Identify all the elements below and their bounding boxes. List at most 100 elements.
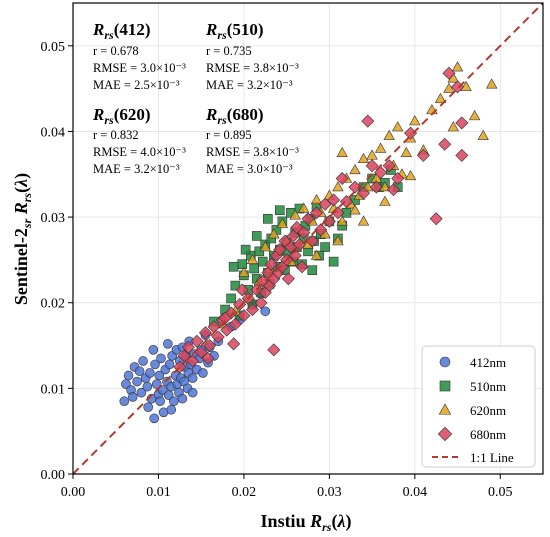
point-680nm — [288, 249, 302, 263]
y-tick-label: 0.02 — [41, 297, 66, 312]
point-620nm — [392, 121, 404, 132]
stats-620: Rrs(620) r = 0.832 RMSE = 4.0×10⁻³ MAE =… — [92, 105, 186, 176]
point-620nm — [310, 193, 323, 205]
point-412nm — [150, 359, 160, 370]
x-axis-title: Instiu Rrs(λ) — [261, 511, 352, 534]
point-680nm — [235, 283, 249, 297]
point-620nm — [336, 215, 348, 226]
point-680nm — [227, 337, 241, 351]
point-620nm — [259, 241, 271, 252]
point-680nm — [267, 343, 281, 357]
point-412nm — [156, 353, 166, 364]
axis-ticks: 0.00 0.01 0.02 0.03 0.04 0.05 0.00 0.01 0.02 0.03… — [41, 40, 513, 500]
point-620nm — [379, 195, 391, 206]
svg-text:r = 0.735: r = 0.735 — [206, 44, 252, 58]
point-510nm — [228, 261, 239, 272]
svg-text:r = 0.895: r = 0.895 — [206, 128, 252, 142]
svg-text:Rrs(510): Rrs(510) — [205, 20, 264, 42]
y-tick-label: 0.01 — [41, 382, 66, 397]
point-412nm — [149, 413, 159, 424]
point-680nm — [211, 330, 225, 344]
point-680nm — [318, 197, 332, 211]
point-412nm — [119, 396, 130, 407]
point-412nm — [151, 379, 162, 389]
legend-label: 412nm — [470, 355, 506, 370]
point-680nm — [190, 334, 204, 348]
stats-412: Rrs(412) r = 0.678 RMSE = 3.0×10⁻³ MAE =… — [92, 20, 186, 92]
svg-text:Rrs(412): Rrs(412) — [92, 20, 151, 42]
point-510nm — [320, 242, 330, 252]
legend-marker-412nm — [439, 356, 451, 368]
svg-text:MAE = 3.2×10⁻³: MAE = 3.2×10⁻³ — [93, 162, 180, 176]
legend-label: 510nm — [470, 379, 506, 394]
point-680nm — [357, 186, 371, 200]
point-620nm — [379, 181, 391, 192]
point-680nm — [386, 183, 400, 197]
svg-text:RMSE = 4.0×10⁻³: RMSE = 4.0×10⁻³ — [93, 145, 186, 159]
point-680nm — [455, 116, 469, 130]
point-412nm — [163, 339, 173, 349]
point-680nm — [322, 214, 336, 228]
svg-text:MAE = 3.0×10⁻³: MAE = 3.0×10⁻³ — [206, 162, 293, 176]
point-412nm — [177, 393, 188, 404]
svg-text:Rrs(620): Rrs(620) — [92, 105, 151, 127]
point-412nm — [164, 359, 175, 370]
legend-label: 1:1 Line — [470, 450, 514, 465]
point-412nm — [166, 404, 177, 415]
point-680nm — [237, 309, 251, 323]
point-510nm — [249, 263, 259, 274]
point-510nm — [263, 214, 273, 224]
point-680nm — [365, 159, 379, 173]
point-620nm — [238, 266, 250, 277]
point-680nm — [314, 223, 328, 237]
point-620nm — [246, 253, 259, 265]
point-620nm — [357, 152, 370, 163]
point-412nm — [123, 370, 134, 381]
point-620nm — [276, 217, 289, 229]
point-680nm — [361, 114, 375, 128]
legend-marker-510nm — [439, 380, 451, 392]
legend-box — [421, 345, 536, 468]
point-680nm — [339, 195, 353, 209]
point-620nm — [460, 80, 472, 92]
point-412nm — [187, 387, 198, 398]
svg-text:r = 0.678: r = 0.678 — [93, 44, 139, 58]
point-510nm — [237, 259, 247, 269]
point-680nm — [369, 180, 383, 194]
point-680nm — [245, 303, 259, 317]
stats-510: Rrs(510) r = 0.735 RMSE = 3.8×10⁻³ MAE =… — [205, 20, 299, 92]
y-tick-label: 0.03 — [41, 211, 66, 226]
point-412nm — [187, 373, 198, 383]
point-680nm — [335, 172, 349, 186]
point-680nm — [382, 159, 396, 173]
point-620nm — [404, 169, 417, 181]
point-620nm — [332, 181, 344, 192]
point-680nm — [224, 306, 238, 320]
x-tick-label: 0.01 — [146, 485, 171, 500]
point-620nm — [374, 142, 387, 153]
point-412nm — [198, 368, 208, 378]
point-412nm — [154, 370, 165, 381]
point-412nm — [134, 366, 145, 377]
y-axis-title: Sentinel-2sr Rrs(λ) — [11, 173, 34, 305]
x-tick-label: 0.04 — [403, 485, 428, 500]
point-680nm — [254, 296, 268, 310]
svg-text:r = 0.832: r = 0.832 — [93, 128, 139, 142]
one-to-one-line — [73, 3, 543, 474]
point-680nm — [331, 206, 345, 220]
x-tick-label: 0.05 — [488, 485, 513, 500]
svg-text:MAE = 3.2×10⁻³: MAE = 3.2×10⁻³ — [206, 78, 293, 92]
point-620nm — [443, 82, 455, 93]
point-510nm — [230, 280, 241, 291]
point-412nm — [145, 368, 155, 378]
point-620nm — [268, 228, 280, 239]
point-680nm — [264, 257, 278, 271]
point-412nm — [169, 396, 179, 407]
point-620nm — [486, 78, 498, 89]
svg-text:RMSE = 3.0×10⁻³: RMSE = 3.0×10⁻³ — [93, 61, 186, 75]
point-620nm — [451, 61, 464, 72]
point-412nm — [128, 392, 138, 402]
point-680nm — [286, 229, 300, 243]
point-680nm — [442, 66, 456, 80]
y-tick-label: 0.05 — [41, 40, 66, 55]
